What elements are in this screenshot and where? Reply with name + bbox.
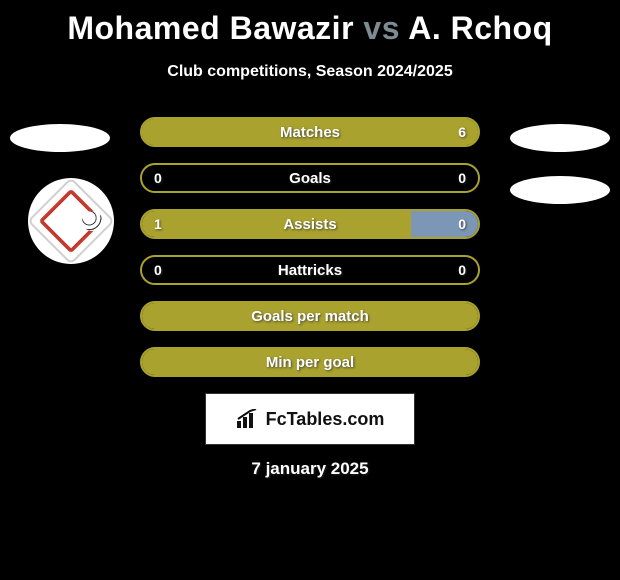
- stat-label: Assists: [142, 211, 478, 237]
- branding-text: FcTables.com: [266, 409, 385, 430]
- date-label: 7 january 2025: [0, 459, 620, 479]
- stat-value-left: 1: [154, 211, 162, 237]
- chart-icon: [236, 409, 260, 429]
- stat-row: Goals0 0: [140, 163, 480, 193]
- branding-box[interactable]: FcTables.com: [205, 393, 415, 445]
- stat-label: Hattricks: [142, 257, 478, 283]
- subtitle: Club competitions, Season 2024/2025: [0, 63, 620, 81]
- stat-label: Goals: [142, 165, 478, 191]
- stat-value-right: 6: [458, 119, 466, 145]
- stat-row: Hattricks0 0: [140, 255, 480, 285]
- page-title: Mohamed Bawazir vs A. Rchoq: [0, 0, 620, 47]
- stat-row: Goals per match: [140, 301, 480, 331]
- stat-label: Goals per match: [142, 303, 478, 329]
- stat-value-right: 0: [458, 165, 466, 191]
- stat-value-right: 0: [458, 211, 466, 237]
- stat-label: Matches: [142, 119, 478, 145]
- vs-label: vs: [363, 10, 400, 46]
- stat-value-left: 0: [154, 165, 162, 191]
- stat-row: Matches6: [140, 117, 480, 147]
- stat-value-left: 0: [154, 257, 162, 283]
- stat-row: Assists1 0: [140, 209, 480, 239]
- stat-row: Min per goal: [140, 347, 480, 377]
- player1-name: Mohamed Bawazir: [67, 10, 354, 46]
- stat-label: Min per goal: [142, 349, 478, 375]
- player2-name: A. Rchoq: [408, 10, 552, 46]
- stats-container: Matches6Goals00Assists10Hattricks00Goals…: [0, 117, 620, 377]
- stat-value-right: 0: [458, 257, 466, 283]
